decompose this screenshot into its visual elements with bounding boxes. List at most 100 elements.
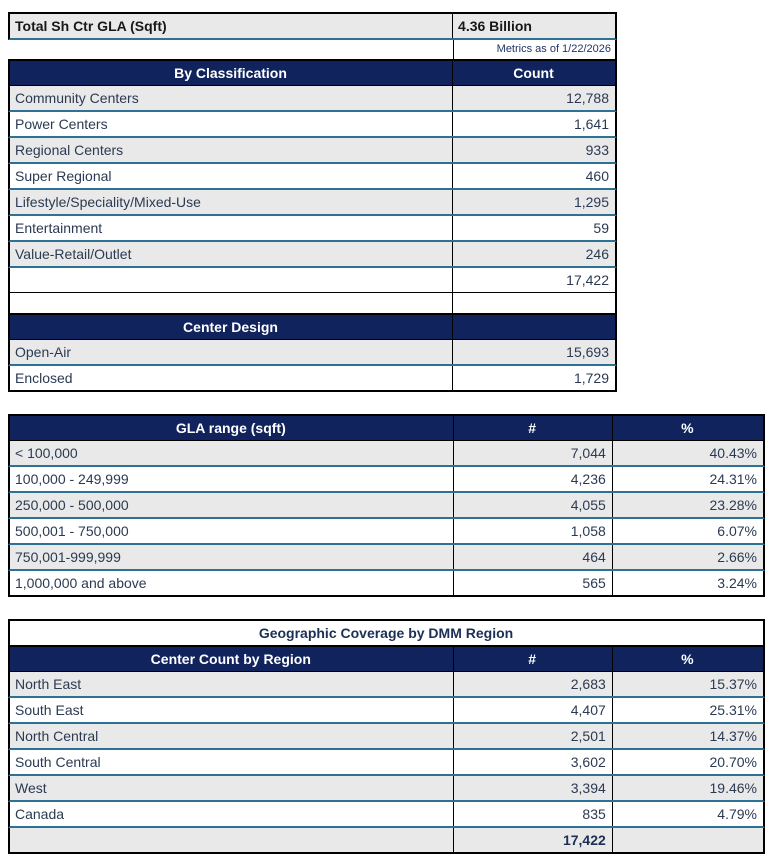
row-label: North East xyxy=(15,676,82,692)
row-count: 835 xyxy=(452,802,612,826)
metrics-date-note: Metrics as of 1/22/2026 xyxy=(453,40,617,59)
row-label: Entertainment xyxy=(15,220,103,236)
row-count: 12,788 xyxy=(452,86,615,110)
row-percent: 25.31% xyxy=(611,698,763,722)
region-row: West 3,394 19.46% xyxy=(8,776,765,802)
row-count: 1,729 xyxy=(452,366,615,390)
gla-summary-table: Total Sh Ctr GLA (Sqft) 4.36 Billion Met… xyxy=(8,12,617,392)
row-count: 1,295 xyxy=(452,190,615,214)
total-spacer xyxy=(10,268,452,292)
row-percent: 15.37% xyxy=(611,672,763,696)
spacer-row xyxy=(8,293,617,313)
row-percent: 14.37% xyxy=(611,724,763,748)
classification-header: By Classification xyxy=(174,65,287,81)
total-spacer xyxy=(10,828,453,852)
row-label: North Central xyxy=(15,728,99,744)
row-count: 7,044 xyxy=(452,441,612,465)
row-percent: 19.46% xyxy=(611,776,763,800)
count-header: # xyxy=(452,647,612,671)
row-label: Power Centers xyxy=(15,116,108,132)
metrics-note-spacer xyxy=(8,40,453,59)
row-count: 246 xyxy=(452,242,615,266)
row-label: 1,000,000 and above xyxy=(15,575,147,591)
row-label: South East xyxy=(15,702,84,718)
region-header: Center Count by Region xyxy=(150,651,311,667)
row-label: 750,001-999,999 xyxy=(15,549,121,565)
classification-row: Regional Centers 933 xyxy=(8,138,617,164)
row-count: 15,693 xyxy=(452,340,615,364)
row-count: 1,058 xyxy=(452,519,612,543)
row-label: < 100,000 xyxy=(15,445,78,461)
region-table-title: Geographic Coverage by DMM Region xyxy=(258,625,514,641)
center-design-row: Open-Air 15,693 xyxy=(8,340,617,366)
row-percent: 40.43% xyxy=(611,441,763,465)
gla-range-table: GLA range (sqft) # % < 100,000 7,044 40.… xyxy=(8,414,765,597)
classification-row: Entertainment 59 xyxy=(8,216,617,242)
total-spacer xyxy=(611,828,763,852)
row-label: Regional Centers xyxy=(15,142,124,158)
row-count: 460 xyxy=(452,164,615,188)
row-label: Community Centers xyxy=(15,90,139,106)
row-count: 933 xyxy=(452,138,615,162)
gla-range-row: 250,000 - 500,000 4,055 23.28% xyxy=(8,493,765,519)
row-percent: 4.79% xyxy=(611,802,763,826)
row-label: South Central xyxy=(15,754,101,770)
percent-header: % xyxy=(611,416,763,440)
row-label: 250,000 - 500,000 xyxy=(15,497,129,513)
total-gla-row: Total Sh Ctr GLA (Sqft) 4.36 Billion xyxy=(8,12,617,40)
gla-range-header-row: GLA range (sqft) # % xyxy=(8,414,765,441)
row-count: 4,407 xyxy=(452,698,612,722)
classification-row: Community Centers 12,788 xyxy=(8,86,617,112)
gla-range-row: < 100,000 7,044 40.43% xyxy=(8,441,765,467)
row-label: 500,001 - 750,000 xyxy=(15,523,129,539)
row-label: 100,000 - 249,999 xyxy=(15,471,129,487)
classification-row: Super Regional 460 xyxy=(8,164,617,190)
row-percent: 23.28% xyxy=(611,493,763,517)
row-percent: 3.24% xyxy=(611,571,763,595)
region-row: Canada 835 4.79% xyxy=(8,802,765,828)
center-design-row: Enclosed 1,729 xyxy=(8,366,617,392)
gla-range-row: 500,001 - 750,000 1,058 6.07% xyxy=(8,519,765,545)
row-label: Lifestyle/Speciality/Mixed-Use xyxy=(15,194,201,210)
gla-range-row: 1,000,000 and above 565 3.24% xyxy=(8,571,765,597)
table-gap xyxy=(8,597,768,619)
gla-range-row: 100,000 - 249,999 4,236 24.31% xyxy=(8,467,765,493)
row-percent: 24.31% xyxy=(611,467,763,491)
row-label: Super Regional xyxy=(15,168,112,184)
region-table: Geographic Coverage by DMM Region Center… xyxy=(8,619,765,854)
classification-row: Value-Retail/Outlet 246 xyxy=(8,242,617,268)
row-label: Open-Air xyxy=(15,344,72,360)
row-count: 3,394 xyxy=(452,776,612,800)
row-count: 3,602 xyxy=(452,750,612,774)
region-row: South Central 3,602 20.70% xyxy=(8,750,765,776)
total-gla-value: 4.36 Billion xyxy=(452,14,615,38)
region-row: North Central 2,501 14.37% xyxy=(8,724,765,750)
row-count: 4,055 xyxy=(452,493,612,517)
classification-total-value: 17,422 xyxy=(452,268,615,292)
total-gla-label: Total Sh Ctr GLA (Sqft) xyxy=(15,18,167,34)
row-label: Enclosed xyxy=(15,370,73,386)
region-table-title-row: Geographic Coverage by DMM Region xyxy=(8,619,765,645)
center-design-header: Center Design xyxy=(183,319,278,335)
gla-range-header: GLA range (sqft) xyxy=(175,420,286,436)
region-row: North East 2,683 15.37% xyxy=(8,672,765,698)
region-row: South East 4,407 25.31% xyxy=(8,698,765,724)
row-label: Canada xyxy=(15,806,65,822)
row-count: 464 xyxy=(452,545,612,569)
table-gap xyxy=(8,392,768,414)
count-header: Count xyxy=(452,61,615,85)
classification-header-row: By Classification Count xyxy=(8,59,617,86)
region-total-row: 17,422 xyxy=(8,828,765,854)
gla-range-row: 750,001-999,999 464 2.66% xyxy=(8,545,765,571)
row-percent: 6.07% xyxy=(611,519,763,543)
spacer-cell xyxy=(10,293,452,313)
center-design-header-row: Center Design xyxy=(8,313,617,340)
row-label: West xyxy=(15,780,47,796)
row-count: 59 xyxy=(452,216,615,240)
count-header: # xyxy=(452,416,612,440)
spacer-cell xyxy=(452,293,615,313)
region-total-value: 17,422 xyxy=(452,828,612,852)
region-header-row: Center Count by Region # % xyxy=(8,645,765,672)
row-count: 2,501 xyxy=(452,724,612,748)
